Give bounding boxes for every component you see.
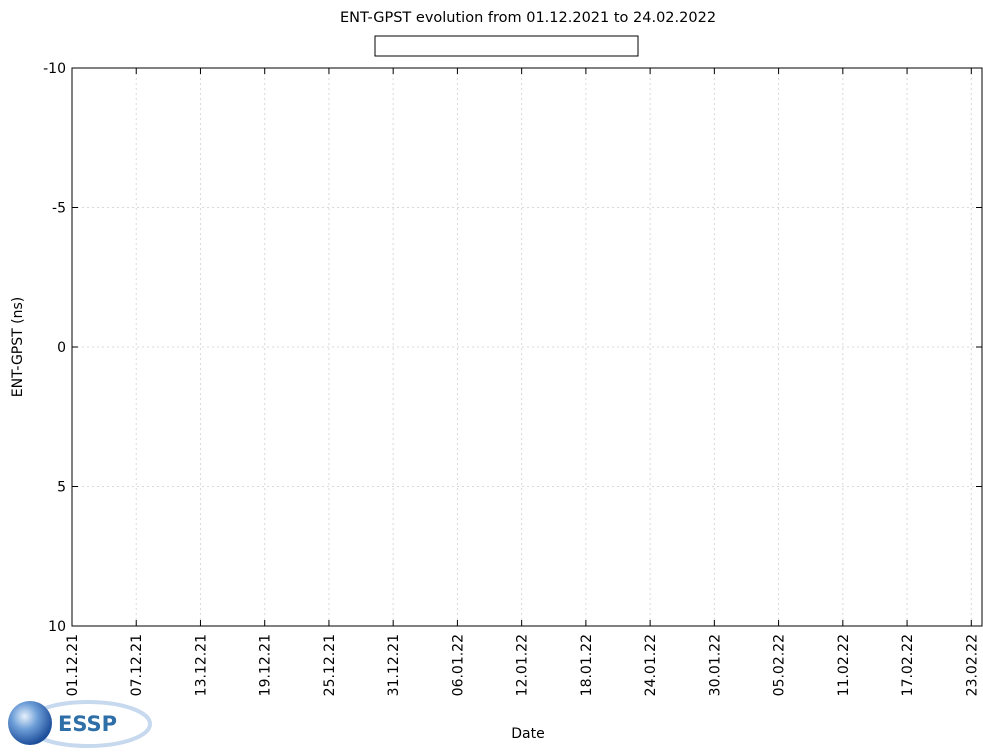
y-tick-label: -10: [43, 61, 66, 77]
x-tick-label: 01.12.21: [65, 634, 81, 696]
x-tick-labels: 01.12.21 07.12.21 13.12.21 19.12.21 25.12.21…: [65, 634, 980, 696]
x-tick-label: 11.02.22: [836, 634, 852, 696]
essp-logo: ESSP: [8, 700, 152, 748]
x-tick-label: 18.01.22: [579, 634, 595, 696]
x-tick-label: 23.02.22: [964, 634, 980, 696]
y-tick-label: 10: [48, 619, 66, 635]
legend-box: [374, 35, 639, 57]
x-tick-label: 31.12.21: [386, 634, 402, 696]
y-tick-label: 5: [57, 480, 66, 496]
x-tick-label: 07.12.21: [129, 634, 145, 696]
x-tick-label: 05.02.22: [772, 634, 788, 696]
chart-title: ENT-GPST evolution from 01.12.2021 to 24…: [340, 10, 716, 26]
ticks: [71, 67, 982, 627]
logo-text: ESSP: [58, 712, 117, 736]
x-tick-label: 12.01.22: [515, 634, 531, 696]
x-axis-title: Date: [511, 726, 544, 742]
y-axis-title: ENT-GPST (ns): [10, 297, 26, 397]
x-tick-label: 13.12.21: [193, 634, 209, 696]
x-tick-label: 17.02.22: [900, 634, 916, 696]
grid: [72, 68, 982, 626]
y-tick-label: -5: [52, 201, 66, 217]
y-tick-label: 0: [57, 340, 66, 356]
x-tick-label: 19.12.21: [258, 634, 274, 696]
x-tick-label: 25.12.21: [322, 634, 338, 696]
x-tick-label: 06.01.22: [450, 634, 466, 696]
x-tick-label: 24.01.22: [643, 634, 659, 696]
x-tick-label: 30.01.22: [707, 634, 723, 696]
y-tick-labels: -10 -5 0 5 10: [43, 61, 66, 635]
globe-icon: [8, 701, 52, 745]
